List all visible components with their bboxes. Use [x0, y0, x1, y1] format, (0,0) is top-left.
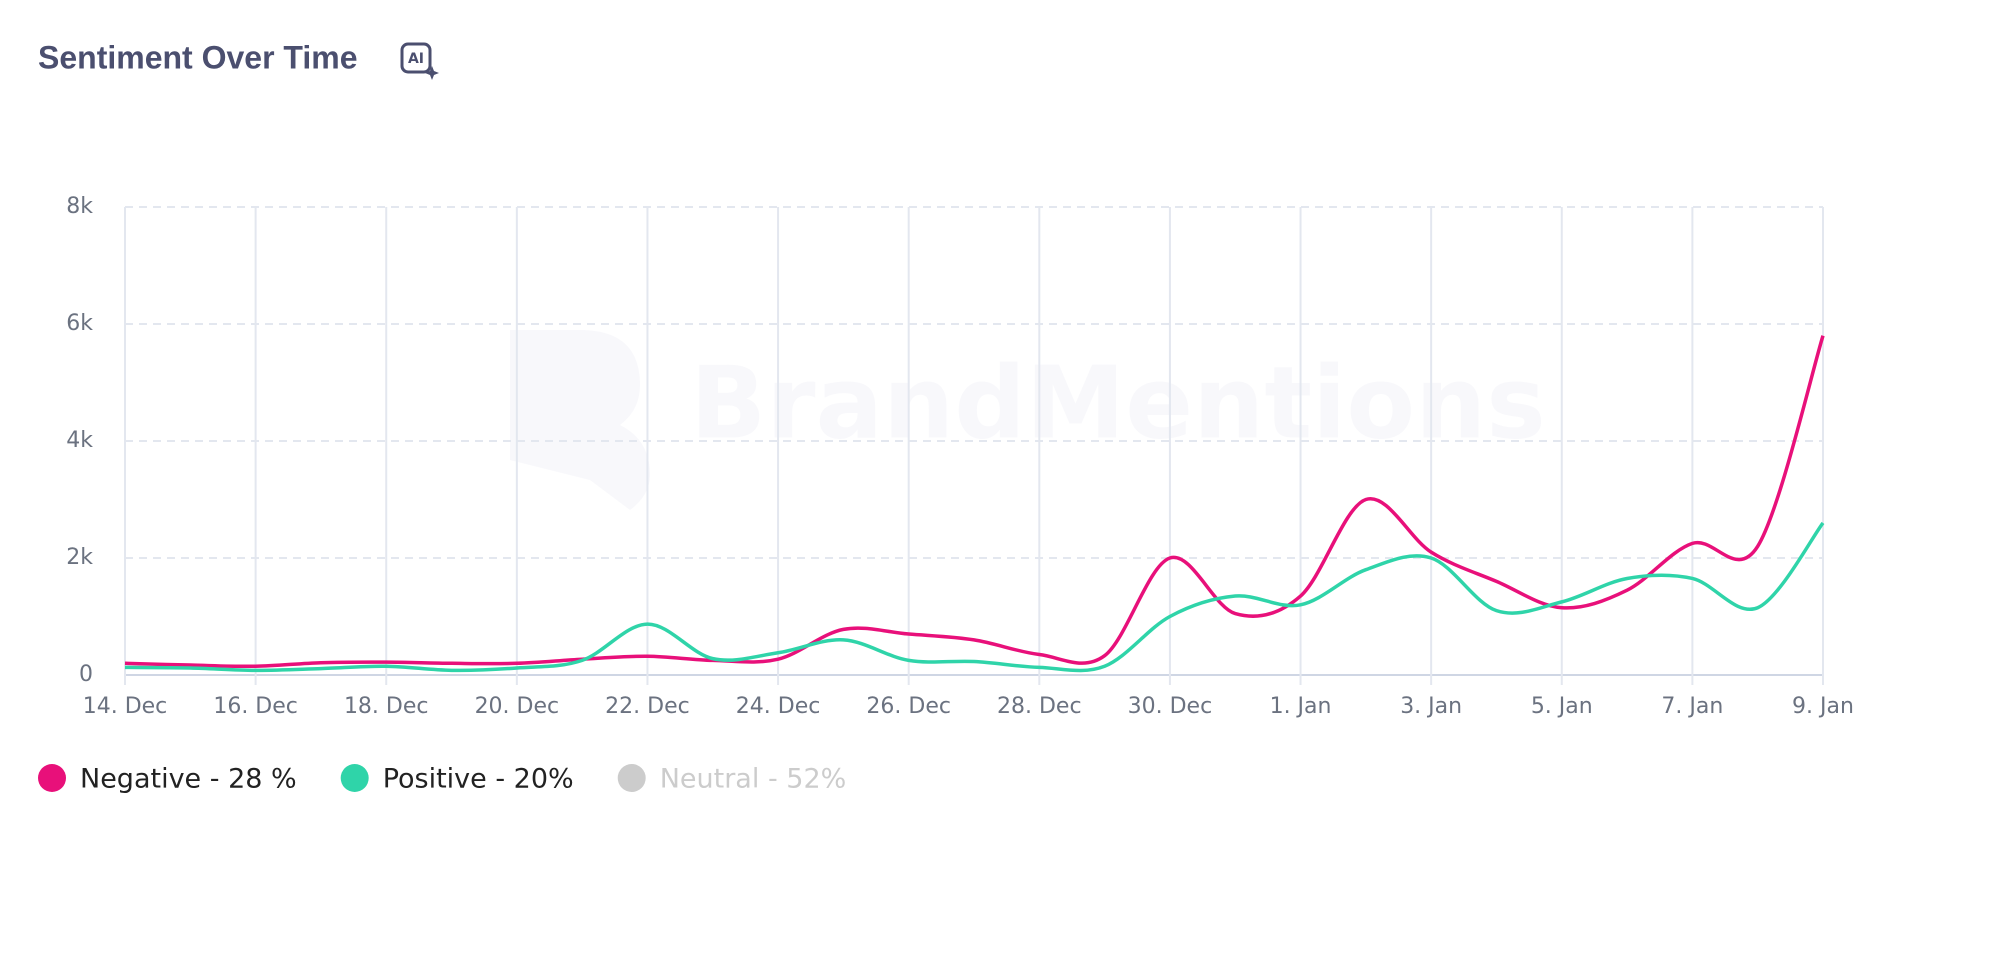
- y-tick-label: 6k: [66, 311, 93, 336]
- x-tick-label: 9. Jan: [1792, 694, 1854, 719]
- y-tick-label: 4k: [66, 428, 93, 453]
- line: [124, 521, 1825, 673]
- svg-text:AI: AI: [408, 51, 424, 67]
- y-tick-label: 8k: [66, 194, 93, 219]
- x-tick-label: 20. Dec: [475, 694, 560, 719]
- legend-marker: [340, 764, 369, 792]
- x-tick-label: 30. Dec: [1128, 694, 1213, 719]
- y-tick-label: 2k: [66, 545, 93, 570]
- x-tick-label: 7. Jan: [1661, 694, 1723, 719]
- legend-label[interactable]: Positive - 20%: [383, 764, 574, 795]
- legend-marker: [38, 764, 66, 792]
- watermark-logo: [510, 330, 650, 510]
- x-tick-label: 24. Dec: [736, 694, 821, 719]
- x-tick-label: 14. Dec: [83, 694, 168, 719]
- x-tick-label: 26. Dec: [866, 694, 951, 719]
- x-tick-label: 1. Jan: [1270, 694, 1332, 719]
- legend-label[interactable]: Neutral - 52%: [660, 764, 847, 795]
- watermark: BrandMentions: [690, 344, 1546, 461]
- legend-marker: [617, 764, 646, 792]
- x-tick-label: 28. Dec: [997, 694, 1082, 719]
- ai-icon: AI: [400, 42, 439, 80]
- x-tick-label: 22. Dec: [605, 694, 690, 719]
- legend-label[interactable]: Negative - 28 %: [80, 764, 297, 795]
- x-tick-label: 16. Dec: [213, 694, 298, 719]
- y-tick-label: 0: [79, 662, 93, 687]
- line: [124, 335, 1825, 669]
- chart-title: Sentiment Over Time: [38, 39, 358, 75]
- x-tick-label: 18. Dec: [344, 694, 429, 719]
- x-tick-label: 5. Jan: [1531, 694, 1593, 719]
- x-tick-label: 3. Jan: [1400, 694, 1462, 719]
